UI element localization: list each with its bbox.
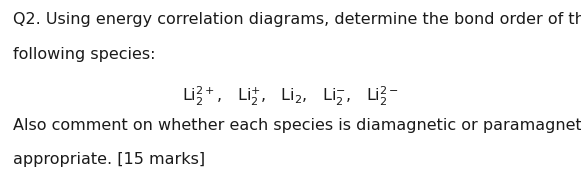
Text: following species:: following species: [13, 47, 155, 62]
Text: Also comment on whether each species is diamagnetic or paramagnetic, where: Also comment on whether each species is … [13, 118, 581, 133]
Text: $\mathrm{Li_2^{2+}}$,   $\mathrm{Li_2^{+}}$,   $\mathrm{Li_2}$,   $\mathrm{Li_2^: $\mathrm{Li_2^{2+}}$, $\mathrm{Li_2^{+}}… [182, 84, 399, 108]
Text: Q2. Using energy correlation diagrams, determine the bond order of the: Q2. Using energy correlation diagrams, d… [13, 12, 581, 27]
Text: appropriate. [15 marks]: appropriate. [15 marks] [13, 152, 205, 167]
